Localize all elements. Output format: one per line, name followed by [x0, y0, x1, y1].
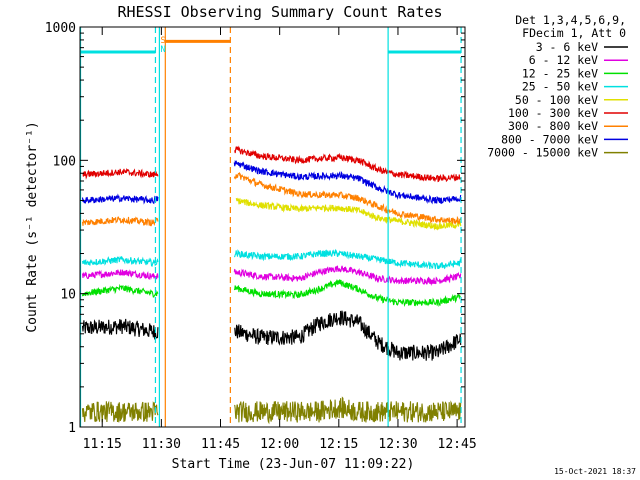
legend-label-800-7000-kev: 800 - 7000 keV	[501, 132, 598, 146]
series-line-12-25-kev	[81, 279, 461, 308]
legend-header-line: Det 1,3,4,5,6,9,	[515, 13, 626, 27]
x-tick-label: 11:15	[83, 437, 122, 452]
x-tick-label: 12:00	[260, 437, 299, 452]
y-tick-label: 1000	[45, 21, 76, 36]
flag-label-n: N	[160, 45, 165, 55]
series-line-100-300-kev	[82, 145, 461, 183]
plot-frame	[79, 26, 466, 428]
x-tick-label: 11:45	[201, 437, 240, 452]
series-line-6-12-kev	[81, 265, 462, 287]
x-axis-label: Start Time (23-Jun-07 11:09:22)	[172, 457, 415, 472]
y-tick-label: 100	[53, 154, 76, 169]
y-tick-label: 10	[60, 288, 76, 303]
legend-label-300-800-kev: 300 - 800 keV	[508, 119, 598, 133]
legend-label-12-25-kev: 12 - 25 keV	[522, 66, 598, 80]
y-tick-label: 1	[68, 421, 76, 436]
legend-label-6-12-kev: 6 - 12 keV	[529, 53, 598, 67]
legend: Det 1,3,4,5,6,9,FDecim 1, Att 03 - 6 keV…	[487, 13, 628, 160]
series-line-7000-15000-kev	[81, 396, 462, 425]
chart-title: RHESSI Observing Summary Count Rates	[117, 3, 442, 21]
flag-label-s: S	[160, 36, 165, 46]
legend-label-3-6-kev: 3 - 6 keV	[536, 40, 598, 54]
series-line-50-100-kev	[235, 197, 462, 231]
series-line-3-6-kev	[81, 310, 462, 361]
series-line-800-7000-kev	[81, 159, 462, 205]
legend-label-100-300-kev: 100 - 300 keV	[508, 106, 598, 120]
timestamp: 15-Oct-2021 18:37	[554, 467, 636, 476]
legend-label-7000-15000-kev: 7000 - 15000 keV	[487, 146, 598, 160]
legend-label-50-100-kev: 50 - 100 keV	[515, 93, 598, 107]
x-tick-label: 12:30	[378, 437, 417, 452]
axis-ticks: 11:15 11:30 11:45 12:00 12:15 12:30 12:45 1 10 10…	[45, 21, 477, 452]
plot-marks: SN	[79, 27, 462, 427]
series-line-300-800-kev	[81, 172, 462, 227]
legend-header-line: FDecim 1, Att 0	[522, 26, 626, 40]
x-tick-label: 12:45	[438, 437, 477, 452]
legend-label-25-50-kev: 25 - 50 keV	[522, 80, 598, 94]
x-tick-label: 12:15	[319, 437, 358, 452]
series-line-25-50-kev	[81, 248, 462, 270]
x-tick-label: 11:30	[142, 437, 181, 452]
y-axis-label: Count Rate (s⁻¹ detector⁻¹)	[25, 121, 40, 332]
